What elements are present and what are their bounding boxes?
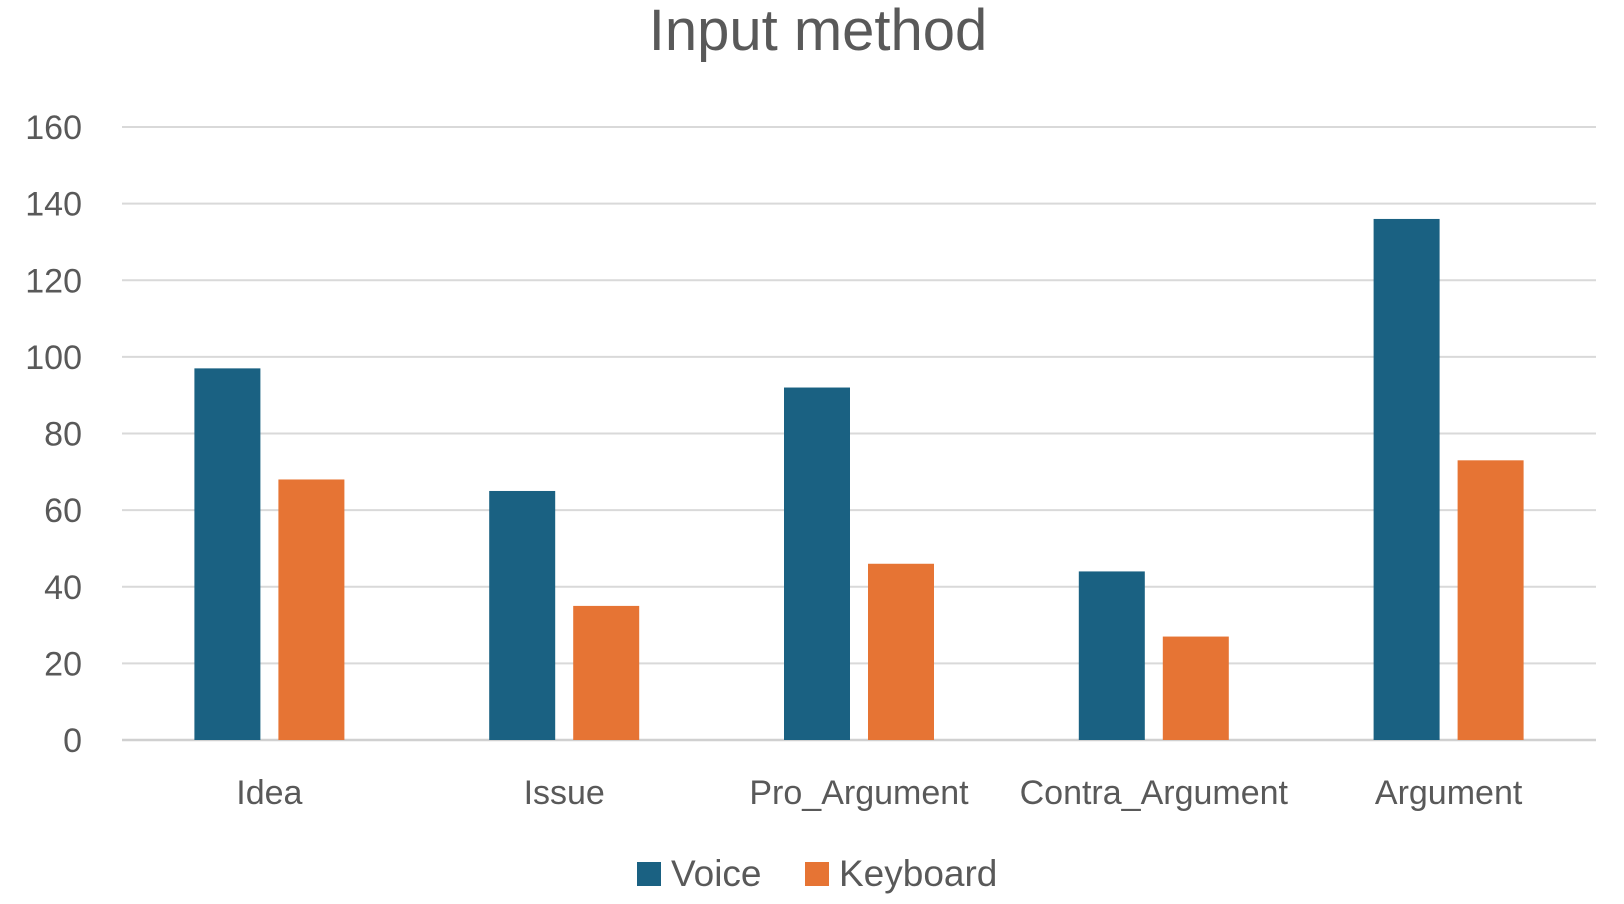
bar-voice-idea [194, 368, 261, 740]
y-tick-label: 40 [44, 569, 82, 607]
bar-voice-argument [1373, 218, 1440, 740]
bar-keyboard-idea [278, 479, 345, 740]
bar-keyboard-issue [573, 605, 640, 740]
x-tick-label: Contra_Argument [1020, 774, 1289, 812]
gridlines [122, 126, 1596, 742]
y-tick-label: 20 [44, 645, 82, 683]
bars [194, 218, 1524, 740]
y-axis-ticks: 0 20 40 60 80 100 120 140 160 [25, 109, 82, 760]
y-tick-label: 80 [44, 416, 82, 454]
y-tick-label: 100 [25, 339, 82, 377]
chart-title: Input method [649, 0, 988, 63]
y-tick-label: 60 [44, 492, 82, 530]
legend: Voice Keyboard [637, 853, 997, 894]
legend-label-voice: Voice [671, 853, 762, 894]
x-tick-label: Pro_Argument [749, 774, 969, 812]
bar-keyboard-argument [1457, 460, 1524, 740]
legend-swatch-keyboard [805, 862, 829, 886]
x-tick-label: Idea [236, 774, 302, 812]
x-tick-label: Issue [524, 774, 605, 812]
y-tick-label: 0 [63, 722, 82, 760]
y-tick-label: 120 [25, 262, 82, 300]
bar-keyboard-contra-argument [1162, 636, 1229, 740]
bar-voice-pro-argument [784, 387, 850, 740]
bar-voice-issue [489, 490, 556, 740]
y-tick-label: 160 [25, 109, 82, 147]
bar-keyboard-pro-argument [868, 563, 934, 740]
x-tick-label: Argument [1375, 774, 1523, 812]
legend-swatch-voice [637, 862, 661, 886]
legend-label-keyboard: Keyboard [839, 853, 997, 894]
x-axis-ticks: Idea Issue Pro_Argument Contra_Argument Argu… [236, 774, 1523, 812]
y-tick-label: 140 [25, 186, 82, 224]
bar-voice-contra-argument [1078, 571, 1145, 740]
